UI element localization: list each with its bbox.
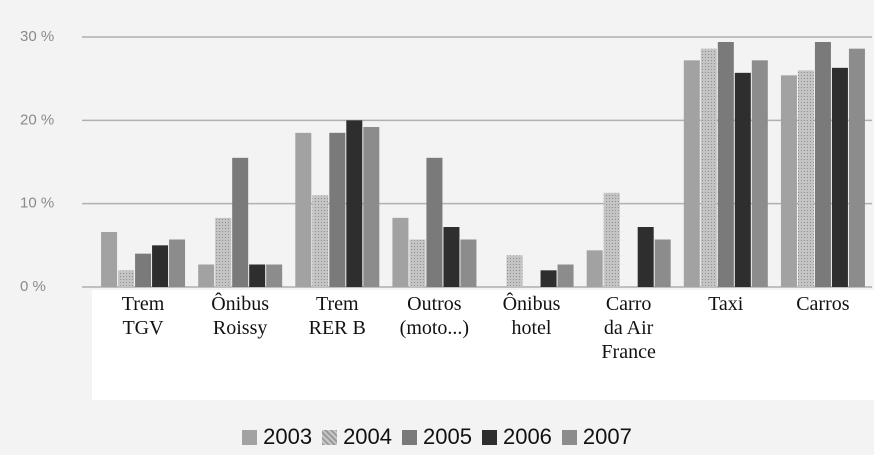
bar [198, 264, 215, 287]
y-tick-label: 10 % [20, 195, 54, 212]
label-area [92, 290, 874, 400]
legend-item: 2007 [561, 424, 632, 450]
bar [249, 264, 266, 287]
bar [118, 270, 135, 287]
bar [215, 217, 232, 287]
x-tick-label: Ônibus Roissy [211, 293, 270, 339]
x-tick-label: Ônibus hotel [502, 293, 561, 339]
bar [814, 42, 831, 287]
legend-item: 2003 [242, 424, 312, 450]
legend-label: 2006 [502, 424, 552, 449]
legend-label: 2005 [423, 424, 472, 449]
x-tick-label: Trem RER B [308, 293, 366, 339]
bar [557, 264, 574, 287]
bar [135, 253, 152, 287]
legend-item: 2004 [322, 424, 392, 450]
bar [848, 48, 865, 287]
bar [460, 239, 477, 287]
bar [426, 157, 443, 287]
bar [717, 42, 734, 287]
bar [683, 60, 700, 288]
bar [751, 60, 768, 288]
bar [232, 157, 249, 287]
bar [654, 239, 671, 287]
x-tick-label: Outros (moto...) [399, 293, 470, 339]
x-tick-label: Trem TGV [121, 293, 165, 339]
bar [363, 127, 380, 287]
bar [101, 232, 118, 287]
bar [295, 132, 312, 287]
legend-swatch [242, 430, 258, 445]
x-tick-label: Carros [796, 293, 850, 315]
y-tick-label: 0 % [20, 278, 46, 295]
bar [700, 48, 717, 287]
bar [152, 245, 169, 287]
bar [831, 67, 848, 287]
legend-item: 2005 [402, 424, 472, 450]
legend-swatch [481, 430, 497, 445]
legend: 2003 2004 2005 2006 2007 [0, 424, 874, 450]
bar [637, 227, 654, 287]
bar [780, 75, 797, 287]
bar [540, 270, 557, 287]
legend-label: 2007 [582, 424, 632, 449]
bar [346, 120, 363, 287]
bar [506, 255, 523, 287]
legend-swatch [322, 430, 338, 445]
bar [603, 192, 620, 287]
y-tick-label: 30 % [20, 28, 54, 45]
bar [797, 70, 814, 287]
bar [443, 227, 460, 287]
bar [266, 264, 283, 287]
bar [169, 239, 186, 287]
bar [329, 132, 346, 287]
x-tick-label: Taxi [708, 293, 744, 315]
legend-item: 2006 [481, 424, 552, 450]
bar [586, 250, 603, 287]
bar [312, 195, 329, 287]
legend-label: 2003 [263, 424, 313, 449]
bar [734, 72, 751, 287]
legend-swatch [561, 430, 577, 445]
bar [392, 217, 409, 287]
y-tick-label: 20 % [20, 111, 54, 128]
legend-swatch [402, 430, 418, 445]
x-tick-label: Carro da Air France [601, 293, 656, 363]
legend-label: 2004 [343, 424, 393, 449]
bar [409, 239, 426, 287]
